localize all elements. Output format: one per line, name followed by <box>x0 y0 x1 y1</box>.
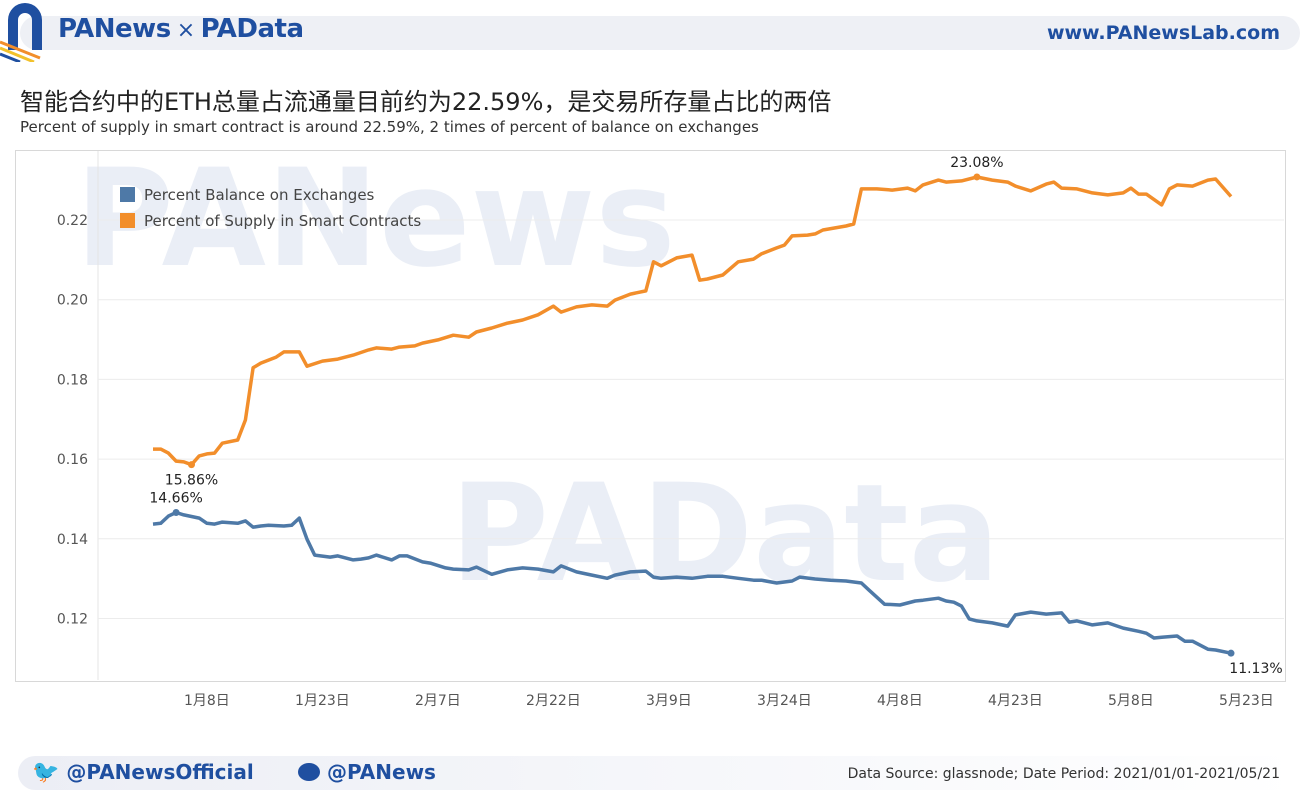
data-source: Data Source: glassnode; Date Period: 202… <box>847 766 1280 782</box>
legend-label: Percent Balance on Exchanges <box>144 186 375 204</box>
header-bar <box>20 16 1300 50</box>
annotation-marker <box>1227 649 1235 657</box>
twitter-label: @PANewsOfficial <box>66 760 254 784</box>
annotation-marker <box>172 508 180 516</box>
twitter-icon: 🐦 <box>32 760 60 785</box>
y-tick-label: 0.18 <box>57 372 88 388</box>
weibo-icon <box>298 763 320 781</box>
x-tick-label: 4月23日 <box>988 693 1043 709</box>
legend-label: Percent of Supply in Smart Contracts <box>144 212 421 230</box>
weibo-handle[interactable]: @PANews <box>298 760 436 784</box>
x-tick-label: 1月23日 <box>295 693 350 709</box>
brand-padata: PAData <box>200 14 304 44</box>
x-tick-label: 5月23日 <box>1219 693 1274 709</box>
y-tick-label: 0.14 <box>57 532 88 548</box>
x-tick-label: 2月22日 <box>526 693 581 709</box>
annotation-label: 11.13% <box>1229 661 1282 677</box>
annotation-marker <box>973 173 981 181</box>
y-tick-label: 0.16 <box>57 452 88 468</box>
brand-separator: × <box>176 18 195 43</box>
chart-subtitle: Percent of supply in smart contract is a… <box>20 118 759 136</box>
legend: Percent Balance on Exchanges Percent of S… <box>120 186 421 230</box>
brand-panews: PANews <box>58 14 171 44</box>
watermark-panews: PANews <box>75 140 676 297</box>
annotation-marker <box>188 461 195 469</box>
chart-title: 智能合约中的ETH总量占流通量目前约为22.59%，是交易所存量占比的两倍 <box>20 88 832 116</box>
x-tick-label: 4月8日 <box>877 693 923 709</box>
x-tick-label: 3月24日 <box>757 693 812 709</box>
chart-frame <box>15 150 1286 682</box>
y-tick-label: 0.22 <box>57 213 88 229</box>
x-tick-label: 1月8日 <box>184 693 230 709</box>
annotation-label: 23.08% <box>950 155 1003 171</box>
annotation-label: 15.86% <box>165 473 218 489</box>
weibo-label: @PANews <box>326 760 436 784</box>
legend-swatch <box>120 187 135 202</box>
x-tick-label: 5月8日 <box>1108 693 1154 709</box>
site-url: www.PANewsLab.com <box>1046 22 1280 44</box>
watermark-padata: PAData <box>450 455 1000 612</box>
footer-bar <box>18 756 1300 790</box>
watermark: PANews PAData <box>75 140 1000 612</box>
x-tick-label: 3月9日 <box>646 693 692 709</box>
panews-logo-icon <box>0 3 42 62</box>
brand-title: PANews × PAData <box>58 14 304 44</box>
series-line-smart-contracts <box>153 175 1233 467</box>
y-tick-label: 0.12 <box>57 612 88 628</box>
series-line-exchanges <box>152 510 1232 655</box>
x-tick-label: 2月7日 <box>415 693 461 709</box>
legend-swatch <box>120 213 135 228</box>
twitter-handle[interactable]: 🐦 @PANewsOfficial <box>32 760 254 785</box>
annotation-label: 14.66% <box>149 490 202 506</box>
y-tick-label: 0.20 <box>57 293 88 309</box>
